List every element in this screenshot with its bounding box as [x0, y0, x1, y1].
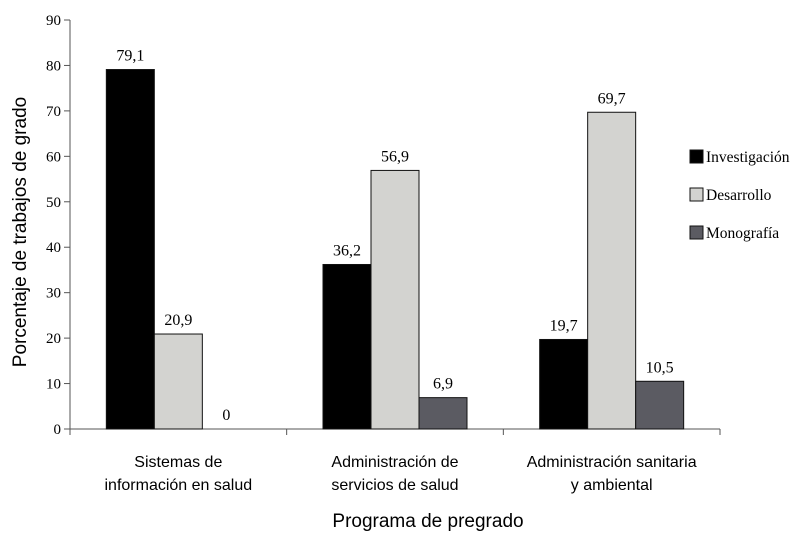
x-category-label: y ambiental — [571, 477, 653, 494]
bar-monografa — [418, 397, 468, 430]
legend: Investigación Desarrollo Monografía — [689, 149, 790, 242]
legend-label: Investigación — [706, 149, 790, 166]
y-tick-label: 0 — [54, 422, 62, 438]
data-label: 10,5 — [646, 359, 674, 376]
bar-desarrollo — [370, 169, 420, 430]
y-tick-label: 70 — [46, 104, 61, 120]
data-label: 19,7 — [550, 317, 578, 334]
x-category-label: Administración sanitaria — [527, 454, 697, 471]
bar-investigacin — [105, 69, 155, 430]
bar-investigacin — [322, 263, 372, 430]
x-axis-title: Programa de pregrado — [332, 511, 523, 532]
legend-swatch — [689, 225, 704, 240]
x-category-label: Administración de — [331, 454, 458, 471]
y-tick-label: 60 — [46, 149, 61, 165]
x-category-label: Sistemas de — [134, 454, 222, 471]
bars — [105, 69, 685, 430]
y-axis-title: Porcentaje de trabajos de grado — [10, 97, 31, 367]
bar-monografa — [635, 380, 685, 430]
legend-swatch — [689, 187, 704, 202]
data-label: 79,1 — [116, 48, 144, 65]
bar-investigacin — [539, 338, 589, 430]
legend-label: Monografía — [706, 225, 779, 242]
bar-desarrollo — [153, 333, 203, 430]
x-category-label: servicios de salud — [331, 477, 458, 494]
y-tick-label: 10 — [46, 377, 61, 393]
data-label: 69,7 — [598, 90, 626, 107]
legend-label: Desarrollo — [706, 187, 772, 204]
y-tick-label: 80 — [46, 58, 61, 74]
legend-swatch — [689, 149, 704, 164]
y-tick-label: 30 — [46, 286, 61, 302]
y-axis: 0 10 20 30 40 50 60 70 80 90 — [46, 13, 71, 438]
y-tick-label: 40 — [46, 240, 61, 256]
category-labels: Sistemas de información en salud Administr… — [105, 454, 697, 494]
x-category-label: información en salud — [105, 477, 253, 494]
bar-desarrollo — [587, 111, 637, 430]
data-label: 36,2 — [333, 242, 361, 259]
x-axis — [69, 428, 721, 435]
y-tick-label: 90 — [46, 13, 61, 29]
y-tick-label: 20 — [46, 331, 61, 347]
y-tick-label: 50 — [46, 195, 61, 211]
data-label: 6,9 — [433, 376, 453, 393]
data-labels: 79,1 20,9 0 36,2 56,9 6,9 19,7 69,7 10,5 — [116, 48, 673, 424]
data-label: 56,9 — [381, 148, 409, 165]
data-label: 20,9 — [164, 312, 192, 329]
data-label: 0 — [222, 407, 230, 424]
